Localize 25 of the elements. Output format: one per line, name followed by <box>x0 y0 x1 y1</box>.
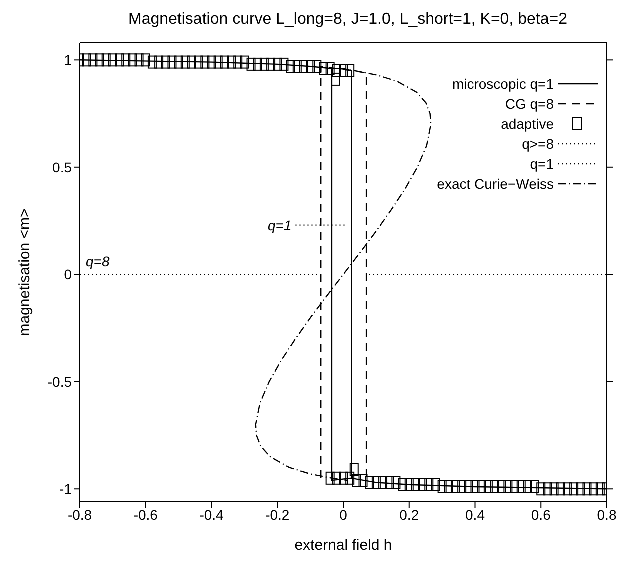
x-tick-label: -0.4 <box>200 506 224 523</box>
x-tick-label: -0.6 <box>134 506 158 523</box>
x-tick-label: -0.2 <box>266 506 290 523</box>
y-axis-title: magnetisation <m> <box>16 208 34 336</box>
y-tick-label: 1 <box>64 52 72 68</box>
annotation: q=8 <box>86 254 110 270</box>
x-tick-label: 0 <box>340 506 348 523</box>
legend-label: exact Curie−Weiss <box>437 176 554 192</box>
x-tick-label: 0.6 <box>531 506 552 523</box>
legend-label: adaptive <box>501 116 554 132</box>
annotation: q=1 <box>268 217 292 234</box>
legend-label: q=1 <box>530 156 554 172</box>
x-axis-title: external field h <box>294 537 392 554</box>
y-tick-label: -0.5 <box>48 374 72 390</box>
x-tick-label: 0.4 <box>466 506 486 523</box>
x-tick-label: 0.2 <box>400 506 420 523</box>
legend-label: q>=8 <box>522 136 554 152</box>
x-tick-label: -0.8 <box>68 506 92 523</box>
y-tick-label: -1 <box>60 481 72 498</box>
x-tick-label: 0.8 <box>597 506 617 523</box>
y-tick-label: 0.5 <box>52 159 72 176</box>
legend-label: CG q=8 <box>505 96 554 112</box>
chart-title: Magnetisation curve L_long=8, J=1.0, L_short=1, K=0, beta=2 <box>128 10 568 30</box>
legend-label: microscopic q=1 <box>452 76 554 92</box>
y-tick-label: 0 <box>64 266 72 283</box>
